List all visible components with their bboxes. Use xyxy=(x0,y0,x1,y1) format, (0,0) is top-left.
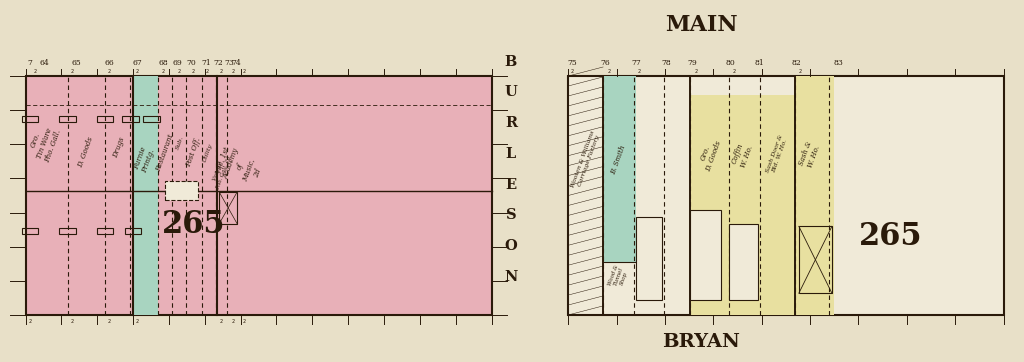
Text: U: U xyxy=(505,85,517,99)
Text: Sub.: Sub. xyxy=(174,135,184,151)
Bar xyxy=(96,228,113,234)
Bar xyxy=(59,116,76,122)
Text: 82: 82 xyxy=(792,59,802,67)
Text: 83: 83 xyxy=(834,59,843,67)
Text: 65: 65 xyxy=(72,59,82,67)
Text: N: N xyxy=(504,270,518,284)
Bar xyxy=(603,76,636,262)
Text: B: B xyxy=(505,55,517,68)
Text: 71: 71 xyxy=(202,59,211,67)
Bar xyxy=(799,226,831,293)
Text: R: R xyxy=(505,116,517,130)
Text: 2: 2 xyxy=(71,69,74,74)
Text: 7: 7 xyxy=(28,59,33,67)
Text: S: S xyxy=(506,209,516,222)
Text: Sash Door &
Bld. W. Ho.: Sash Door & Bld. W. Ho. xyxy=(765,134,790,176)
Text: 2: 2 xyxy=(108,319,111,324)
Text: O: O xyxy=(505,239,517,253)
Bar xyxy=(143,116,160,122)
Text: 74: 74 xyxy=(231,59,242,67)
Text: 265: 265 xyxy=(858,220,923,252)
Text: 67: 67 xyxy=(132,59,142,67)
Text: 2: 2 xyxy=(694,69,697,74)
Text: 64: 64 xyxy=(39,59,49,67)
Text: 265: 265 xyxy=(162,209,225,240)
Text: 2: 2 xyxy=(191,69,195,74)
Text: 70: 70 xyxy=(186,59,196,67)
Text: 76: 76 xyxy=(600,59,610,67)
Text: Drugs: Drugs xyxy=(112,136,126,159)
Bar xyxy=(59,228,76,234)
Text: 2: 2 xyxy=(243,69,246,74)
Text: 2: 2 xyxy=(243,319,246,324)
Bar xyxy=(760,95,795,315)
Text: 2: 2 xyxy=(733,69,736,74)
Bar xyxy=(729,224,758,300)
Text: Gro.
D. Goods: Gro. D. Goods xyxy=(696,137,723,173)
Text: 69: 69 xyxy=(172,59,182,67)
Text: Coffin
W. Ho.: Coffin W. Ho. xyxy=(730,141,755,169)
Text: 2: 2 xyxy=(570,69,573,74)
Text: 72: 72 xyxy=(213,59,223,67)
Text: 80: 80 xyxy=(726,59,735,67)
Text: 2: 2 xyxy=(162,69,165,74)
Text: 2: 2 xyxy=(136,319,139,324)
Text: 68: 68 xyxy=(158,59,168,67)
Text: BRYAN: BRYAN xyxy=(663,333,740,351)
Text: Gro.
Tin Ware
Pho. Gall.: Gro. Tin Ware Pho. Gall. xyxy=(26,122,62,164)
Text: 2: 2 xyxy=(799,69,802,74)
Bar xyxy=(690,95,729,315)
Text: 75: 75 xyxy=(567,59,578,67)
Text: Utility: Utility xyxy=(202,142,213,163)
Text: 77: 77 xyxy=(631,59,641,67)
Text: Wood &
Tunnel
Shop: Wood & Tunnel Shop xyxy=(607,264,630,290)
Text: 2: 2 xyxy=(206,69,209,74)
Text: 79: 79 xyxy=(687,59,697,67)
Text: Restaurant: Restaurant xyxy=(155,132,176,172)
Text: 78: 78 xyxy=(662,59,671,67)
Text: E: E xyxy=(506,178,516,191)
Bar xyxy=(23,116,39,122)
Text: MAIN: MAIN xyxy=(666,14,737,37)
Text: 2: 2 xyxy=(71,319,74,324)
Text: 2: 2 xyxy=(34,69,37,74)
Text: Vac. 2d
Pho. Gall. 2d: Vac. 2d Pho. Gall. 2d xyxy=(210,153,232,190)
Text: 2: 2 xyxy=(607,69,610,74)
Text: Furnie
Printg.: Furnie Printg. xyxy=(132,145,157,174)
Text: 81: 81 xyxy=(755,59,765,67)
Text: Vac. 1st
Academy
of
Music,
2d: Vac. 1st Academy of Music, 2d xyxy=(213,144,266,190)
Text: B. Smith: B. Smith xyxy=(609,144,628,176)
Text: 2: 2 xyxy=(136,69,139,74)
Bar xyxy=(96,116,113,122)
Bar xyxy=(26,76,492,315)
Text: 2: 2 xyxy=(178,69,181,74)
Bar xyxy=(729,95,760,315)
Text: 2: 2 xyxy=(231,319,234,324)
Bar xyxy=(166,181,198,200)
Text: Sash &
W. Ho.: Sash & W. Ho. xyxy=(798,140,822,170)
Text: 73: 73 xyxy=(224,59,234,67)
Bar xyxy=(125,228,141,234)
Text: Post Off.: Post Off. xyxy=(184,137,203,168)
Text: D. Goods: D. Goods xyxy=(77,136,95,169)
Text: 2: 2 xyxy=(231,69,234,74)
Text: 2: 2 xyxy=(220,319,223,324)
Bar xyxy=(690,210,721,300)
Text: L: L xyxy=(506,147,516,161)
Bar xyxy=(122,116,138,122)
Bar xyxy=(23,228,39,234)
Text: 2: 2 xyxy=(108,69,111,74)
Text: Wooten & Williams
Carriage Factory: Wooten & Williams Carriage Factory xyxy=(570,129,601,190)
Text: 66: 66 xyxy=(104,59,115,67)
Text: 2: 2 xyxy=(220,69,223,74)
Bar xyxy=(219,191,238,224)
Bar xyxy=(636,217,662,300)
Text: 2: 2 xyxy=(29,319,32,324)
Text: 2: 2 xyxy=(638,69,641,74)
Bar xyxy=(568,76,1004,315)
Bar xyxy=(795,76,834,315)
Bar xyxy=(133,76,159,315)
